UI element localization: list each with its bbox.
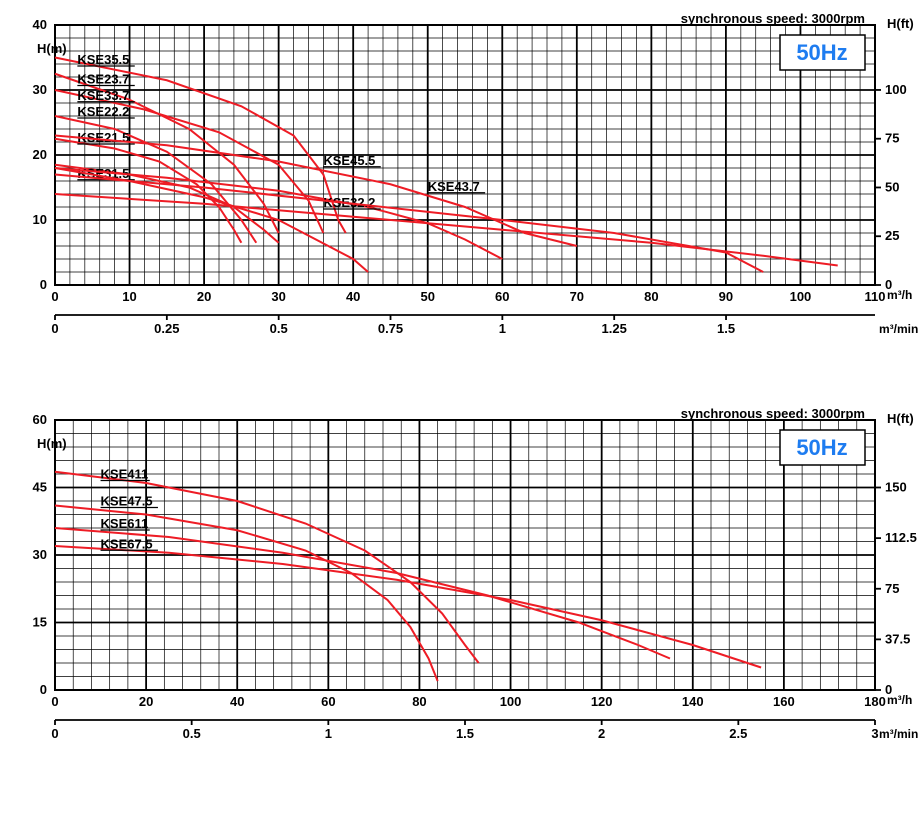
- x-top-unit: m³/h: [887, 288, 912, 302]
- x-top-tick: 80: [412, 694, 426, 709]
- x-top-tick: 50: [420, 289, 434, 304]
- x-bot-tick: 1: [325, 726, 332, 741]
- freq-label: 50Hz: [796, 435, 847, 460]
- y-left-tick: 30: [33, 82, 47, 97]
- sync-speed-label: synchronous speed: 3000rpm: [681, 406, 865, 421]
- y-right-tick: 50: [885, 179, 899, 194]
- x-top-tick: 20: [197, 289, 211, 304]
- x-top-tick: 20: [139, 694, 153, 709]
- x-bot-tick: 3: [871, 726, 878, 741]
- x-bot-tick: 2.5: [729, 726, 747, 741]
- y-left-tick: 40: [33, 17, 47, 32]
- y-left-label: H(m): [37, 436, 67, 451]
- x-top-tick: 60: [495, 289, 509, 304]
- pump-curve-chart-1: 0102030405060708090100110010203040025507…: [10, 10, 914, 365]
- x-top-unit: m³/h: [887, 693, 912, 707]
- x-top-tick: 160: [773, 694, 795, 709]
- y-left-tick: 45: [33, 480, 47, 495]
- curve-label: KSE611: [101, 516, 149, 531]
- curve-label: KSE33.7: [77, 88, 129, 103]
- y-right-tick: 75: [885, 581, 899, 596]
- y-right-label: H(ft): [887, 411, 914, 426]
- y-right-tick: 25: [885, 228, 899, 243]
- curve-label: KSE35.5: [77, 52, 129, 67]
- y-left-label: H(m): [37, 41, 67, 56]
- y-left-tick: 15: [33, 615, 47, 630]
- y-right-tick: 150: [885, 480, 907, 495]
- x-bot-tick: 0.5: [270, 321, 288, 336]
- chart-1-svg: 0102030405060708090100110010203040025507…: [10, 10, 924, 365]
- y-right-tick: 37.5: [885, 631, 910, 646]
- curve-label: KSE23.7: [77, 72, 129, 87]
- y-left-tick: 0: [40, 682, 47, 697]
- x-top-tick: 90: [719, 289, 733, 304]
- curve-label: KSE22.2: [77, 104, 129, 119]
- x-top-tick: 40: [346, 289, 360, 304]
- curve-label: KSE67.5: [101, 536, 153, 551]
- x-bot-unit: m³/min: [879, 322, 918, 336]
- x-bot-tick: 0: [51, 321, 58, 336]
- x-bot-tick: 0.5: [183, 726, 201, 741]
- freq-label: 50Hz: [796, 40, 847, 65]
- x-bot-unit: m³/min: [879, 727, 918, 741]
- y-left-tick: 0: [40, 277, 47, 292]
- x-top-tick: 110: [865, 289, 886, 304]
- x-bot-tick: 1: [499, 321, 506, 336]
- x-top-tick: 80: [644, 289, 658, 304]
- curve-label: KSE43.7: [428, 179, 480, 194]
- y-right-tick: 112.5: [885, 530, 917, 545]
- x-top-tick: 0: [51, 289, 58, 304]
- x-top-tick: 0: [51, 694, 58, 709]
- x-top-tick: 100: [500, 694, 522, 709]
- x-bot-tick: 0: [51, 726, 58, 741]
- x-top-tick: 10: [122, 289, 136, 304]
- y-left-tick: 60: [33, 412, 47, 427]
- sync-speed-label: synchronous speed: 3000rpm: [681, 11, 865, 26]
- x-top-tick: 120: [591, 694, 613, 709]
- pump-curve-chart-2: 0 20 40 60 80 100 120 140 160 180 0 15 30 45 60 0 37.5 75…: [10, 405, 914, 765]
- x-top-tick: 70: [570, 289, 584, 304]
- x-bot-tick: 2: [598, 726, 605, 741]
- x-top-tick: 30: [271, 289, 285, 304]
- curve-label: KSE45.5: [323, 153, 375, 168]
- y-left-tick: 10: [33, 212, 47, 227]
- chart-2-svg: 0 20 40 60 80 100 120 140 160 180 0 15 30 45 60 0 37.5 75…: [10, 405, 924, 765]
- x-bot-tick: 1.5: [456, 726, 474, 741]
- x-top-tick: 100: [790, 289, 812, 304]
- x-bot-tick: 0.25: [154, 321, 179, 336]
- x-top-tick: 180: [864, 694, 886, 709]
- y-left-tick: 30: [33, 547, 47, 562]
- x-bot-tick: 0.75: [378, 321, 403, 336]
- x-top-tick: 60: [321, 694, 335, 709]
- y-left-tick: 20: [33, 147, 47, 162]
- curve-label: KSE411: [101, 467, 149, 482]
- x-top-tick: 40: [230, 694, 244, 709]
- x-top-tick: 140: [682, 694, 704, 709]
- y-right-label: H(ft): [887, 16, 914, 31]
- y-right-tick: 75: [885, 131, 899, 146]
- y-right-tick: 100: [885, 82, 907, 97]
- curve-label: KSE47.5: [101, 494, 153, 509]
- x-bot-tick: 1.5: [717, 321, 735, 336]
- x-bot-tick: 1.25: [602, 321, 627, 336]
